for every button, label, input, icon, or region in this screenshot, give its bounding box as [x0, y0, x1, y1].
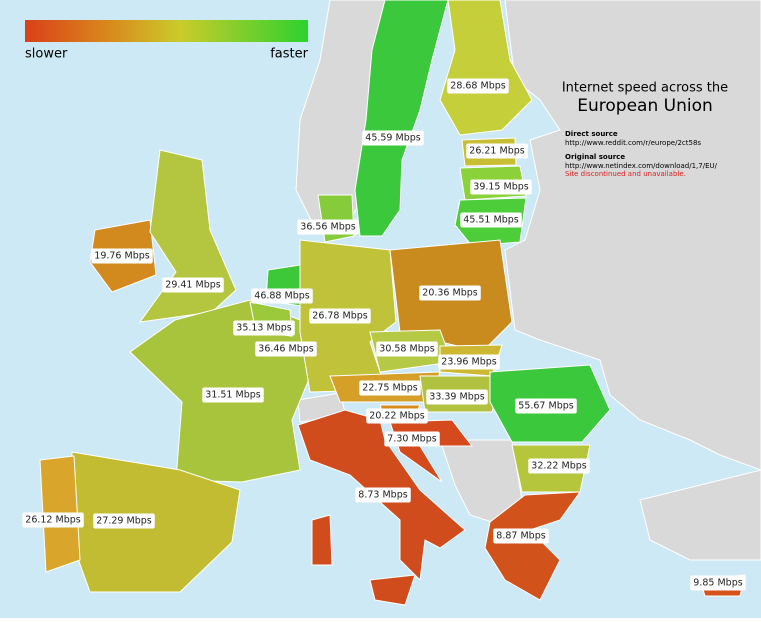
- label-box: [493, 528, 549, 544]
- greece: [484, 491, 582, 601]
- speed-label: 20.36 Mbps: [422, 288, 477, 299]
- title-line1: Internet speed across the: [562, 81, 728, 96]
- speed-label: 7.30 Mbps: [387, 434, 436, 445]
- speed-label: 36.46 Mbps: [258, 344, 313, 355]
- speed-label: 26.21 Mbps: [469, 146, 524, 157]
- speed-label: 33.39 Mbps: [429, 392, 484, 403]
- source-heading: Original source: [565, 153, 625, 161]
- speed-label: 29.41 Mbps: [165, 280, 220, 291]
- label-box: [690, 575, 746, 591]
- legend-low: slower: [25, 47, 68, 62]
- speed-label: 26.78 Mbps: [312, 311, 367, 322]
- speed-label: 45.59 Mbps: [365, 133, 420, 144]
- label-box: [438, 354, 500, 370]
- non-eu-land: [639, 469, 761, 561]
- label-box: [366, 408, 428, 424]
- label-box: [470, 179, 532, 195]
- source-note: Site discontinued and unavailable.: [565, 170, 686, 178]
- sicily: [369, 574, 416, 606]
- speed-label: 19.76 Mbps: [94, 251, 149, 262]
- speed-label: 9.85 Mbps: [693, 578, 742, 589]
- label-box: [460, 212, 522, 228]
- legend-high: faster: [270, 47, 308, 62]
- source-url: http://www.reddit.com/r/europe/2ct58s: [565, 139, 701, 147]
- label-box: [162, 277, 224, 293]
- speed-label: 32.22 Mbps: [531, 461, 586, 472]
- label-box: [297, 219, 359, 235]
- speed-label: 39.15 Mbps: [473, 182, 528, 193]
- title-line2: European Union: [577, 96, 713, 116]
- speed-label: 22.75 Mbps: [362, 383, 417, 394]
- speed-label: 28.68 Mbps: [450, 81, 505, 92]
- label-box: [309, 308, 371, 324]
- speed-label: 20.22 Mbps: [369, 411, 424, 422]
- speed-label: 55.67 Mbps: [518, 401, 573, 412]
- speed-label: 46.88 Mbps: [254, 291, 309, 302]
- label-box: [384, 431, 440, 447]
- source-heading: Direct source: [565, 130, 618, 138]
- label-box: [93, 513, 155, 529]
- label-box: [255, 341, 317, 357]
- sweden: [354, 0, 449, 237]
- label-box: [528, 458, 590, 474]
- legend-gradient: [25, 20, 308, 42]
- speed-label: 27.29 Mbps: [96, 516, 151, 527]
- label-box: [515, 398, 577, 414]
- label-box: [359, 380, 421, 396]
- label-box: [22, 512, 84, 528]
- label-box: [355, 487, 411, 503]
- label-box: [426, 389, 488, 405]
- speed-label: 8.87 Mbps: [496, 531, 545, 542]
- speed-label: 36.56 Mbps: [300, 222, 355, 233]
- label-box: [251, 288, 313, 304]
- label-box: [91, 248, 153, 264]
- speed-label: 35.13 Mbps: [236, 323, 291, 334]
- speed-label: 8.73 Mbps: [358, 490, 407, 501]
- speed-label: 45.51 Mbps: [463, 215, 518, 226]
- label-box: [447, 78, 509, 94]
- speed-label: 31.51 Mbps: [205, 390, 260, 401]
- label-box: [202, 387, 264, 403]
- label-box: [376, 341, 438, 357]
- finland: [439, 0, 533, 136]
- speed-label: 23.96 Mbps: [441, 357, 496, 368]
- source-url: http://www.netindex.com/download/1,7/EU/: [565, 162, 718, 170]
- label-box: [233, 320, 295, 336]
- non-eu-land: [504, 0, 761, 471]
- speed-label: 26.12 Mbps: [25, 515, 80, 526]
- label-box: [466, 143, 528, 159]
- sardinia: [311, 514, 333, 566]
- speed-label: 30.58 Mbps: [379, 344, 434, 355]
- label-box: [419, 285, 481, 301]
- label-box: [362, 130, 424, 146]
